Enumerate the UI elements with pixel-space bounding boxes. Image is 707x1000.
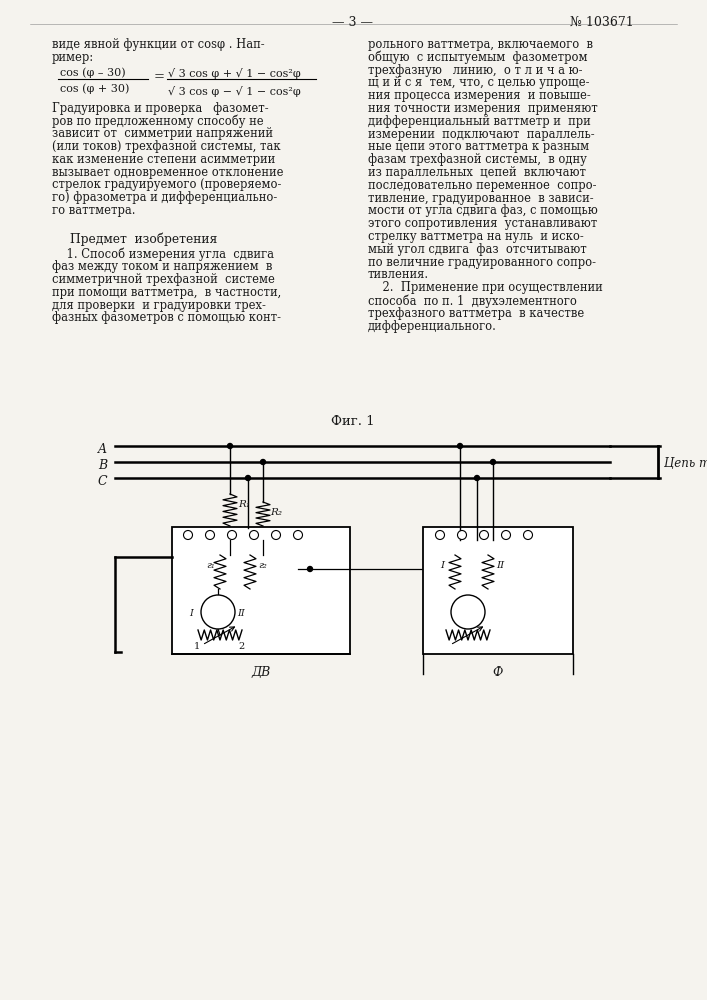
Circle shape: [474, 476, 479, 481]
Text: этого сопротивления  устанавливают: этого сопротивления устанавливают: [368, 217, 597, 230]
Text: II: II: [496, 561, 504, 570]
Text: тивления.: тивления.: [368, 268, 429, 281]
Circle shape: [250, 530, 259, 540]
Text: II: II: [237, 609, 245, 618]
Circle shape: [228, 444, 233, 448]
Text: дифференциального.: дифференциального.: [368, 320, 497, 333]
Text: щ и й с я  тем, что, с целью упроще-: щ и й с я тем, что, с целью упроще-: [368, 76, 590, 89]
Text: дифференциальный ваттметр и  при: дифференциальный ваттметр и при: [368, 115, 591, 128]
Circle shape: [451, 595, 485, 629]
Text: трехфазного ваттметра  в качестве: трехфазного ваттметра в качестве: [368, 307, 584, 320]
Bar: [172, 527, 350, 654]
Text: го ваттметра.: го ваттметра.: [52, 204, 136, 217]
Text: г₂: г₂: [258, 561, 267, 570]
Text: ния точности измерения  применяют: ния точности измерения применяют: [368, 102, 597, 115]
Text: при помощи ваттметра,  в частности,: при помощи ваттметра, в частности,: [52, 286, 281, 299]
Text: измерении  подключают  параллель-: измерении подключают параллель-: [368, 128, 595, 141]
Circle shape: [491, 460, 496, 464]
Text: cos (φ + 30): cos (φ + 30): [60, 84, 129, 94]
Circle shape: [308, 566, 312, 572]
Text: (или токов) трехфазной системы, так: (или токов) трехфазной системы, так: [52, 140, 281, 153]
Circle shape: [436, 530, 445, 540]
Text: Градуировка и проверка   фазомет-: Градуировка и проверка фазомет-: [52, 102, 269, 115]
Text: симметричной трехфазной  системе: симметричной трехфазной системе: [52, 273, 275, 286]
Text: Предмет  изобретения: Предмет изобретения: [70, 233, 217, 246]
Bar: [423, 527, 573, 654]
Text: № 103671: № 103671: [570, 16, 633, 29]
Text: по величние градуированного сопро-: по величние градуированного сопро-: [368, 256, 596, 269]
Text: рольного ваттметра, включаемого  в: рольного ваттметра, включаемого в: [368, 38, 593, 51]
Text: =: =: [154, 70, 165, 83]
Text: ДВ: ДВ: [252, 666, 271, 679]
Circle shape: [271, 530, 281, 540]
Text: 2: 2: [238, 642, 244, 651]
Text: √ 3 cos φ + √ 1 − cos²φ: √ 3 cos φ + √ 1 − cos²φ: [168, 68, 300, 79]
Text: Ф: Ф: [493, 666, 503, 679]
Text: C: C: [98, 475, 107, 488]
Text: фазных фазометров с помощью конт-: фазных фазометров с помощью конт-: [52, 311, 281, 324]
Text: A: A: [98, 443, 107, 456]
Circle shape: [293, 530, 303, 540]
Text: способа  по п. 1  двухэлементного: способа по п. 1 двухэлементного: [368, 294, 577, 308]
Text: 2.  Применение при осуществлении: 2. Применение при осуществлении: [368, 281, 603, 294]
Text: вызывает одновременное отклонение: вызывает одновременное отклонение: [52, 166, 284, 179]
Text: ров по предложенному способу не: ров по предложенному способу не: [52, 114, 264, 128]
Circle shape: [228, 530, 237, 540]
Text: √ 3 cos φ − √ 1 − cos²φ: √ 3 cos φ − √ 1 − cos²φ: [168, 86, 300, 97]
Circle shape: [206, 530, 214, 540]
Text: как изменение степени асимметрии: как изменение степени асимметрии: [52, 153, 275, 166]
Text: 1: 1: [194, 642, 200, 651]
Circle shape: [457, 444, 462, 448]
Text: последовательно переменное  сопро-: последовательно переменное сопро-: [368, 179, 597, 192]
Text: ные цепи этого ваттметра к разным: ные цепи этого ваттметра к разным: [368, 140, 589, 153]
Text: мости от угла сдвига фаз, с помощью: мости от угла сдвига фаз, с помощью: [368, 204, 597, 217]
Text: стрелку ваттметра на нуль  и иско-: стрелку ваттметра на нуль и иско-: [368, 230, 584, 243]
Text: cos (φ – 30): cos (φ – 30): [60, 68, 126, 78]
Text: для проверки  и градуировки трех-: для проверки и градуировки трех-: [52, 299, 266, 312]
Text: зависит от  симметрии напряжений: зависит от симметрии напряжений: [52, 127, 273, 140]
Text: R₁: R₁: [238, 500, 250, 509]
Text: стрелок градуируемого (проверяемо-: стрелок градуируемого (проверяемо-: [52, 178, 281, 191]
Circle shape: [260, 460, 266, 464]
Text: I: I: [440, 561, 444, 570]
Circle shape: [201, 595, 235, 629]
Text: мый угол сдвига  фаз  отсчитывают: мый угол сдвига фаз отсчитывают: [368, 243, 587, 256]
Text: тивление, градуированное  в зависи-: тивление, градуированное в зависи-: [368, 192, 594, 205]
Text: виде явной функции от cosφ . Нап-: виде явной функции от cosφ . Нап-: [52, 38, 264, 51]
Text: B: B: [98, 459, 107, 472]
Circle shape: [479, 530, 489, 540]
Text: I: I: [189, 609, 193, 618]
Circle shape: [245, 476, 250, 481]
Text: R₂: R₂: [270, 508, 282, 517]
Text: общую  с испытуемым  фазометром: общую с испытуемым фазометром: [368, 51, 588, 64]
Text: Фиг. 1: Фиг. 1: [331, 415, 375, 428]
Text: из параллельных  цепей  включают: из параллельных цепей включают: [368, 166, 586, 179]
Text: — 3 —: — 3 —: [332, 16, 373, 29]
Circle shape: [523, 530, 532, 540]
Text: го) фразометра и дифференциально-: го) фразометра и дифференциально-: [52, 191, 277, 204]
Text: фазам трехфазной системы,  в одну: фазам трехфазной системы, в одну: [368, 153, 587, 166]
Text: трехфазную   линию,  о т л и ч а ю-: трехфазную линию, о т л и ч а ю-: [368, 64, 583, 77]
Text: ример:: ример:: [52, 51, 94, 64]
Text: Цепь тока: Цепь тока: [664, 457, 707, 470]
Text: 1. Способ измерения угла  сдвига: 1. Способ измерения угла сдвига: [52, 247, 274, 261]
Circle shape: [501, 530, 510, 540]
Text: г₁: г₁: [206, 561, 215, 570]
Text: фаз между током и напряжением  в: фаз между током и напряжением в: [52, 260, 272, 273]
Circle shape: [457, 530, 467, 540]
Text: ния процесса измерения  и повыше-: ния процесса измерения и повыше-: [368, 89, 591, 102]
Circle shape: [184, 530, 192, 540]
